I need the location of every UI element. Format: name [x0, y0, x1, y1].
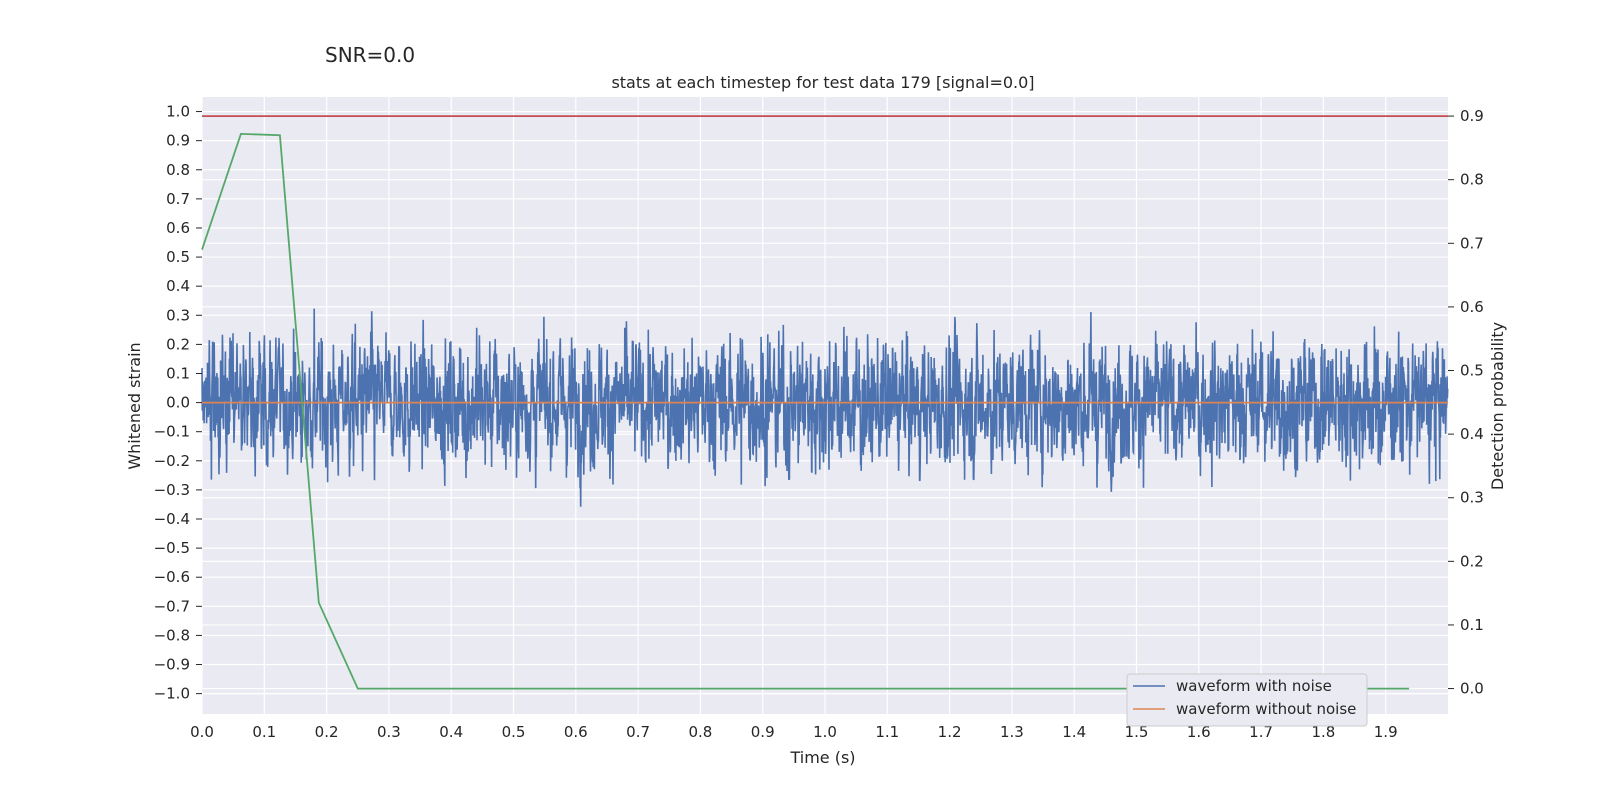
x-tick-label: 0.6 — [564, 723, 588, 741]
x-tick-label: 0.0 — [190, 723, 214, 741]
x-tick-label: 1.1 — [875, 723, 899, 741]
y2-tick-label: 0.8 — [1460, 171, 1484, 189]
chart-title: stats at each timestep for test data 179… — [611, 73, 1034, 92]
y-axis-ticks: 1.0 0.9 0.8 0.7 0.6 0.5 0.4 0.3 0.2 0.1 0.0 −0.1 −0.… — [154, 103, 202, 703]
x-tick-label: 1.2 — [938, 723, 962, 741]
x-tick-label: 0.4 — [439, 723, 463, 741]
x-tick-label: 1.4 — [1062, 723, 1086, 741]
series-detection-probability — [201, 132, 1410, 690]
y-tick-label: 0.2 — [166, 335, 190, 353]
legend-box — [1126, 673, 1368, 727]
x-tick-label: 0.2 — [315, 723, 339, 741]
x-tick-label: 0.1 — [252, 723, 276, 741]
y-tick-label: −0.4 — [154, 510, 190, 528]
y2-tick-label: 0.1 — [1460, 616, 1484, 634]
x-tick-label: 0.5 — [502, 723, 526, 741]
y-tick-label: −0.2 — [154, 452, 190, 470]
y-tick-label: −0.1 — [154, 423, 190, 441]
series-waveform-with-noise — [201, 308, 1449, 507]
x-tick-label: 1.8 — [1311, 723, 1335, 741]
y-tick-label: 0.3 — [166, 306, 190, 324]
legend: waveform with noise waveform without noi… — [1126, 673, 1368, 727]
y-tick-label: −0.8 — [154, 626, 190, 644]
y-tick-label: 0.5 — [166, 248, 190, 266]
legend-label-noise: waveform with noise — [1176, 677, 1332, 695]
x-tick-label: 0.7 — [626, 723, 650, 741]
y-tick-label: 0.8 — [166, 161, 190, 179]
y2-axis-label: Detection probability — [1488, 322, 1507, 490]
x-axis-ticks: 0.0 0.1 0.2 0.3 0.4 0.5 0.6 0.7 0.8 0.9 1.0 1.1 1.2 1… — [190, 723, 1398, 741]
y2-tick-label: 0.2 — [1460, 552, 1484, 570]
series-layer — [201, 115, 1449, 690]
x-tick-label: 1.6 — [1187, 723, 1211, 741]
y2-tick-label: 0.0 — [1460, 680, 1484, 698]
y-tick-label: 0.0 — [166, 394, 190, 412]
x-tick-label: 0.8 — [688, 723, 712, 741]
y-tick-label: −1.0 — [154, 685, 190, 703]
y-tick-label: 1.0 — [166, 103, 190, 121]
y2-tick-label: 0.9 — [1460, 107, 1484, 125]
y-tick-label: 0.9 — [166, 132, 190, 150]
y-axis-label: Whitened strain — [125, 342, 144, 469]
y-tick-label: 0.6 — [166, 219, 190, 237]
x-axis-label: Time (s) — [789, 748, 855, 767]
x-tick-label: 1.5 — [1125, 723, 1149, 741]
x-tick-label: 1.9 — [1374, 723, 1398, 741]
x-tick-label: 1.0 — [813, 723, 837, 741]
y-tick-label: −0.7 — [154, 597, 190, 615]
y2-tick-label: 0.5 — [1460, 362, 1484, 380]
y-tick-label: −0.3 — [154, 481, 190, 499]
y2-tick-label: 0.7 — [1460, 234, 1484, 252]
x-tick-label: 0.3 — [377, 723, 401, 741]
x-tick-label: 1.3 — [1000, 723, 1024, 741]
x-tick-label: 0.9 — [751, 723, 775, 741]
y-tick-label: 0.1 — [166, 364, 190, 382]
legend-label-clean: waveform without noise — [1176, 700, 1356, 718]
y-tick-label: 0.4 — [166, 277, 190, 295]
y2-tick-label: 0.3 — [1460, 489, 1484, 507]
y-tick-label: 0.7 — [166, 190, 190, 208]
y2-tick-label: 0.6 — [1460, 298, 1484, 316]
suptitle: SNR=0.0 — [325, 43, 415, 67]
x-tick-label: 1.7 — [1249, 723, 1273, 741]
y-tick-label: −0.6 — [154, 568, 190, 586]
y2-axis-ticks: 0.9 0.8 0.7 0.6 0.5 0.4 0.3 0.2 0.1 0.0 — [1448, 107, 1484, 698]
y-tick-label: −0.5 — [154, 539, 190, 557]
y-tick-label: −0.9 — [154, 656, 190, 674]
y2-tick-label: 0.4 — [1460, 425, 1484, 443]
